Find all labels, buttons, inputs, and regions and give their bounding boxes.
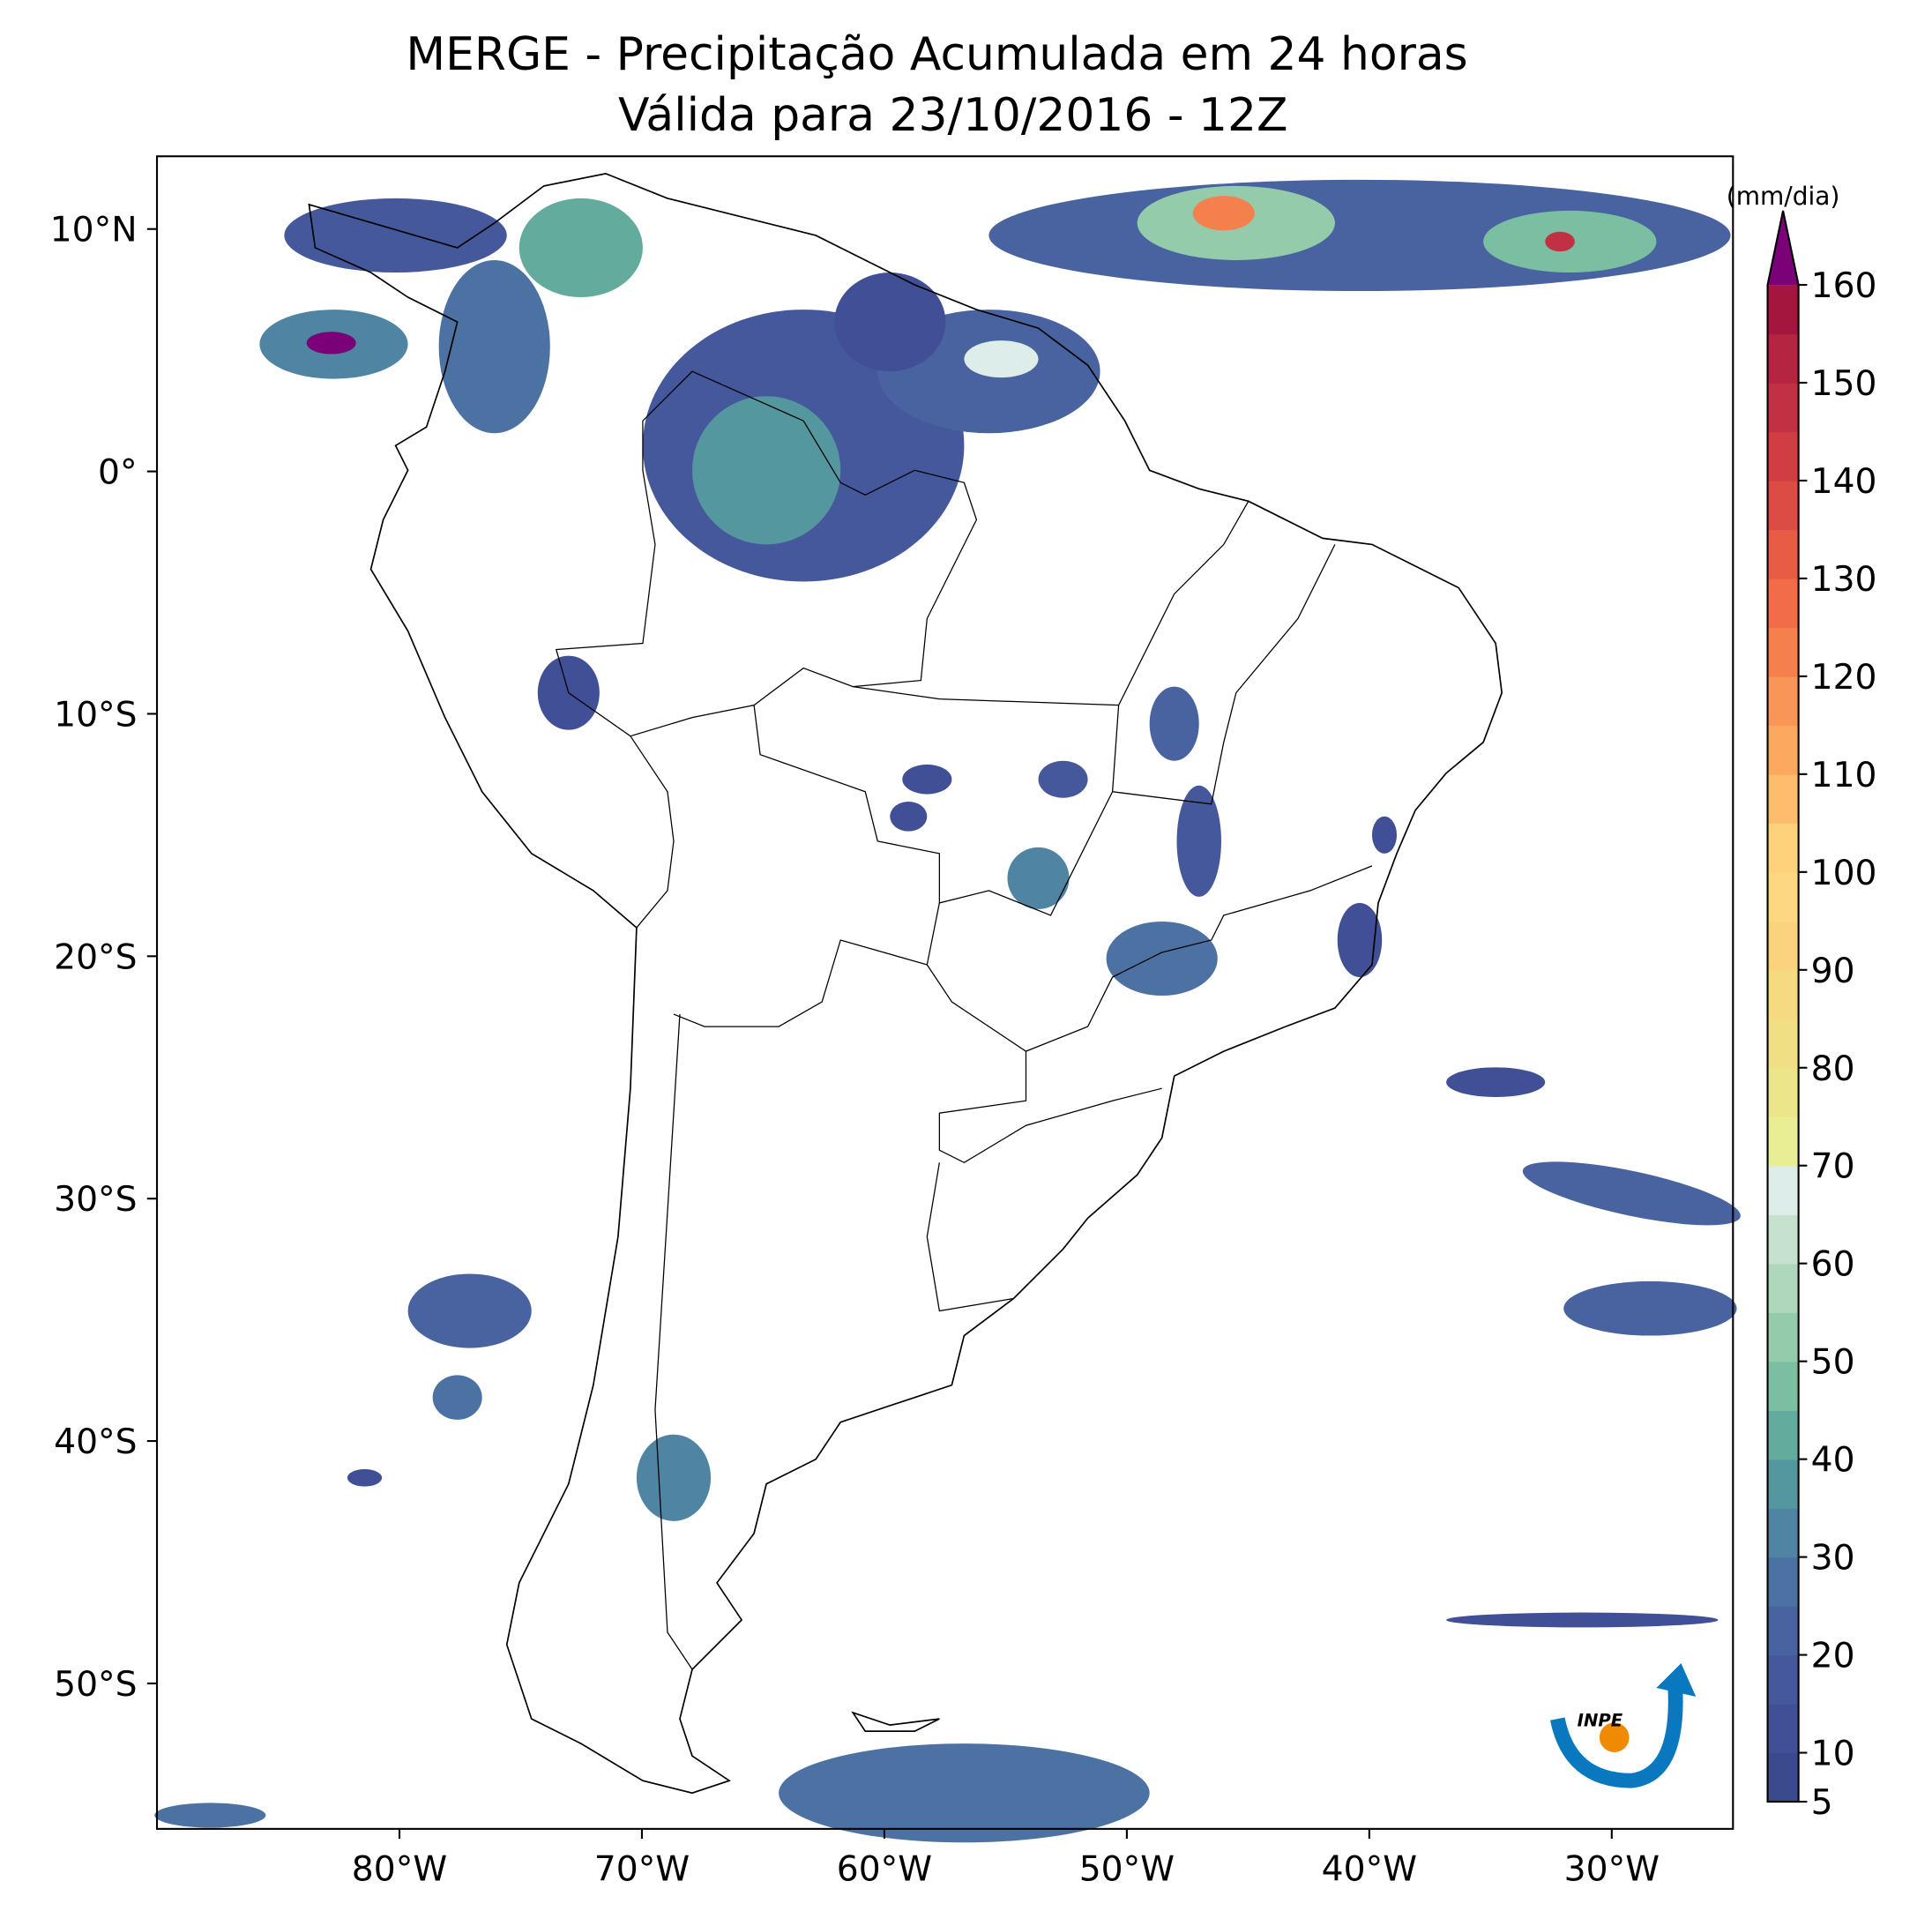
colorbar-tick-label: 70: [1811, 1147, 1855, 1187]
colorbar-band: [1767, 921, 1799, 971]
colorbar-band: [1767, 333, 1799, 384]
x-tick-label: 50°W: [1079, 1850, 1175, 1890]
colorbar-band: [1767, 1410, 1799, 1460]
colorbar-tick-label: 30: [1811, 1539, 1855, 1579]
y-tick-label: 10°S: [54, 695, 137, 735]
colorbar-band: [1767, 823, 1799, 873]
x-tick-label: 70°W: [594, 1850, 690, 1890]
colorbar-band: [1767, 1067, 1799, 1117]
coastline: [308, 172, 1503, 1795]
colorbar-band: [1767, 1508, 1799, 1558]
colorbar-tick-label: 80: [1811, 1049, 1855, 1089]
colorbar-band: [1767, 627, 1799, 677]
colorbar-band: [1767, 1704, 1799, 1754]
colorbar-band: [1767, 676, 1799, 727]
y-tick-label: 10°N: [50, 211, 138, 250]
colorbar-band: [1767, 480, 1799, 531]
y-tick-label: 20°S: [54, 937, 137, 977]
colorbar-band: [1767, 1361, 1799, 1411]
colorbar-tick-label: 100: [1811, 854, 1877, 893]
colorbar-band: [1767, 1752, 1799, 1803]
colorbar-band: [1767, 871, 1799, 922]
colorbar-band: [1767, 969, 1799, 1019]
x-tick-label: 30°W: [1564, 1850, 1660, 1890]
logo-text: INPE: [1578, 1711, 1623, 1731]
colorbar-band: [1767, 1165, 1799, 1215]
colorbar-band: [1767, 1019, 1799, 1069]
colorbar-tick-label: 150: [1811, 364, 1877, 404]
colorbar: 5 10 20 30 40 50 60 70 80 90 100 110 120 130 140 150 160…: [1727, 182, 1877, 1823]
x-tick-label: 80°W: [352, 1850, 447, 1890]
colorbar-band: [1767, 1312, 1799, 1362]
colorbar-tick-label: 5: [1811, 1783, 1833, 1823]
borders: [555, 370, 1373, 1670]
colorbar-tick-label: 120: [1811, 658, 1877, 698]
colorbar-tick-label: 50: [1811, 1343, 1855, 1383]
colorbar-band: [1767, 1606, 1799, 1656]
colorbar-tick-label: 20: [1811, 1637, 1855, 1676]
colorbar-band: [1767, 1459, 1799, 1509]
y-tick-label: 50°S: [54, 1665, 137, 1705]
colorbar-band: [1767, 578, 1799, 629]
map-frame: [155, 155, 1734, 1830]
colorbar-tick-label: 10: [1811, 1735, 1855, 1774]
y-tick-label: 30°S: [54, 1180, 137, 1220]
colorbar-extend: [1767, 210, 1799, 286]
x-tick-label: 40°W: [1322, 1850, 1417, 1890]
colorbar-frame: [1766, 210, 1800, 1803]
colorbar-band: [1767, 773, 1799, 825]
y-tick-label: 0°: [98, 453, 138, 493]
x-tick-label: 60°W: [837, 1850, 932, 1890]
title: MERGE - Precipitação Acumulada em 24 hor…: [406, 28, 1467, 81]
colorbar-band: [1767, 1556, 1799, 1607]
colorbar-tick-label: 60: [1811, 1245, 1855, 1285]
subtitle: Válida para 23/10/2016 - 12Z: [618, 89, 1288, 142]
colorbar-band: [1767, 431, 1799, 481]
colorbar-tick-label: 40: [1811, 1441, 1855, 1481]
colorbar-label: (mm/dia): [1727, 182, 1840, 211]
colorbar-tick-label: 90: [1811, 952, 1855, 991]
y-tick-label: 40°S: [54, 1422, 137, 1462]
colorbar-band: [1767, 1116, 1799, 1167]
colorbar-band: [1767, 529, 1799, 579]
colorbar-band: [1767, 1263, 1799, 1313]
colorbar-tick-label: 110: [1811, 756, 1877, 795]
colorbar-tick-label: 140: [1811, 462, 1877, 502]
colorbar-tick-label: 160: [1811, 266, 1877, 306]
colorbar-band: [1767, 1214, 1799, 1265]
logo: INPE: [1550, 1663, 1697, 1788]
colorbar-tick-label: 130: [1811, 560, 1877, 600]
precipitation-field: [154, 179, 1741, 1843]
colorbar-band: [1767, 285, 1799, 335]
colorbar-band: [1767, 382, 1799, 433]
colorbar-band: [1767, 725, 1799, 775]
colorbar-band: [1767, 1654, 1799, 1705]
